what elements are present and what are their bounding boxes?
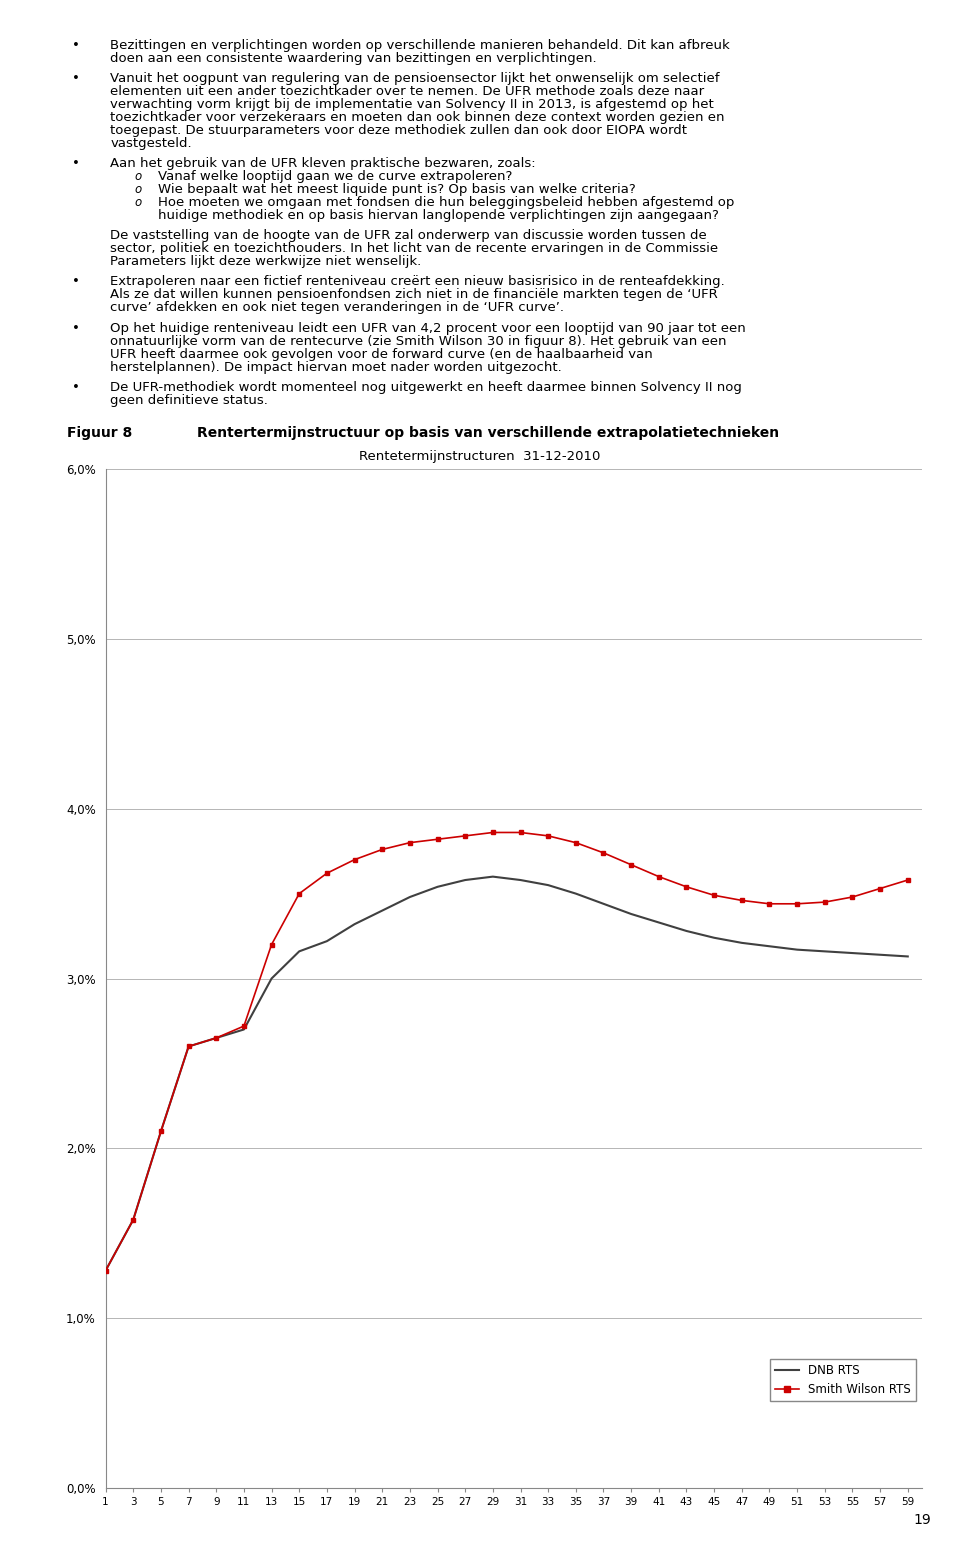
Text: Aan het gebruik van de UFR kleven praktische bezwaren, zoals:: Aan het gebruik van de UFR kleven prakti… [110,157,536,170]
Text: 19: 19 [914,1513,931,1527]
Text: Rentetermijnstructuren  31-12-2010: Rentetermijnstructuren 31-12-2010 [359,449,601,462]
Text: toegepast. De stuurparameters voor deze methodiek zullen dan ook door EIOPA word: toegepast. De stuurparameters voor deze … [110,124,687,136]
Text: huidige methodiek en op basis hiervan langlopende verplichtingen zijn aangegaan?: huidige methodiek en op basis hiervan la… [158,209,719,222]
Text: vastgesteld.: vastgesteld. [110,136,192,150]
Text: •: • [72,157,80,170]
Text: doen aan een consistente waardering van bezittingen en verplichtingen.: doen aan een consistente waardering van … [110,51,597,65]
Text: o: o [134,170,142,183]
Text: •: • [72,71,80,85]
Text: De vaststelling van de hoogte van de UFR zal onderwerp van discussie worden tuss: De vaststelling van de hoogte van de UFR… [110,229,708,242]
Text: Vanaf welke looptijd gaan we de curve extrapoleren?: Vanaf welke looptijd gaan we de curve ex… [158,170,513,183]
Text: sector, politiek en toezichthouders. In het licht van de recente ervaringen in d: sector, politiek en toezichthouders. In … [110,242,718,256]
Text: Op het huidige renteniveau leidt een UFR van 4,2 procent voor een looptijd van 9: Op het huidige renteniveau leidt een UFR… [110,321,746,335]
Text: curve’ afdekken en ook niet tegen veranderingen in de ‘UFR curve’.: curve’ afdekken en ook niet tegen verand… [110,301,564,315]
Text: Extrapoleren naar een fictief renteniveau creërt een nieuw basisrisico in de ren: Extrapoleren naar een fictief rentenivea… [110,276,725,288]
Text: UFR heeft daarmee ook gevolgen voor de forward curve (en de haalbaarheid van: UFR heeft daarmee ook gevolgen voor de f… [110,347,653,361]
Text: Hoe moeten we omgaan met fondsen die hun beleggingsbeleid hebben afgestemd op: Hoe moeten we omgaan met fondsen die hun… [158,195,734,209]
Text: Als ze dat willen kunnen pensioenfondsen zich niet in de financiële markten tege: Als ze dat willen kunnen pensioenfondsen… [110,288,718,301]
Text: o: o [134,195,142,209]
Text: •: • [72,381,80,394]
Text: Bezittingen en verplichtingen worden op verschillende manieren behandeld. Dit ka: Bezittingen en verplichtingen worden op … [110,39,731,51]
Text: •: • [72,321,80,335]
Text: herstelplannen). De impact hiervan moet nader worden uitgezocht.: herstelplannen). De impact hiervan moet … [110,361,563,374]
Text: o: o [134,183,142,195]
Text: elementen uit een ander toezichtkader over te nemen. De UFR methode zoals deze n: elementen uit een ander toezichtkader ov… [110,85,705,98]
Text: Vanuit het oogpunt van regulering van de pensioensector lijkt het onwenselijk om: Vanuit het oogpunt van regulering van de… [110,71,720,85]
Text: Figuur 8: Figuur 8 [67,426,132,440]
Text: Wie bepaalt wat het meest liquide punt is? Op basis van welke criteria?: Wie bepaalt wat het meest liquide punt i… [158,183,636,195]
Text: •: • [72,39,80,51]
Text: verwachting vorm krijgt bij de implementatie van Solvency II in 2013, is afgeste: verwachting vorm krijgt bij de implement… [110,98,714,112]
Text: toezichtkader voor verzekeraars en moeten dan ook binnen deze context worden gez: toezichtkader voor verzekeraars en moete… [110,112,725,124]
Text: Rentertermijnstructuur op basis van verschillende extrapolatietechnieken: Rentertermijnstructuur op basis van vers… [197,426,779,440]
Text: Parameters lijkt deze werkwijze niet wenselijk.: Parameters lijkt deze werkwijze niet wen… [110,256,421,268]
Text: •: • [72,276,80,288]
Text: De UFR-methodiek wordt momenteel nog uitgewerkt en heeft daarmee binnen Solvency: De UFR-methodiek wordt momenteel nog uit… [110,381,742,394]
Text: onnatuurlijke vorm van de rentecurve (zie Smith Wilson 30 in figuur 8). Het gebr: onnatuurlijke vorm van de rentecurve (zi… [110,335,727,347]
Text: geen definitieve status.: geen definitieve status. [110,394,268,406]
Legend: DNB RTS, Smith Wilson RTS: DNB RTS, Smith Wilson RTS [771,1359,916,1401]
